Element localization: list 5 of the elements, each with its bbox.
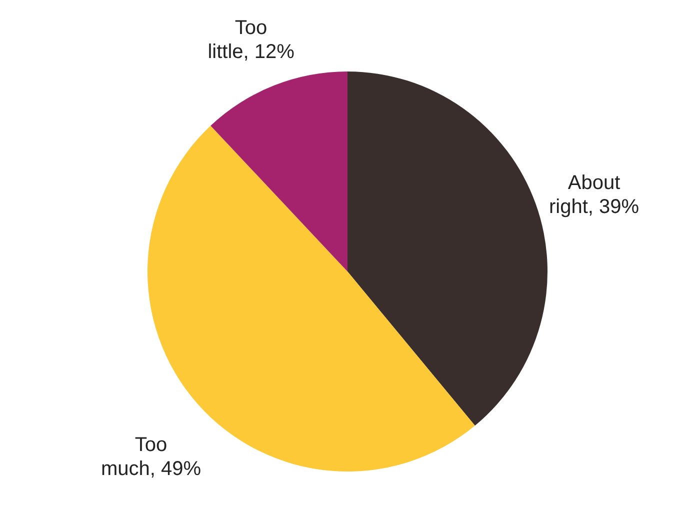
- slice-label: About right, 39%: [548, 172, 640, 218]
- slice-label: Too much, 49%: [100, 434, 202, 480]
- pie-slice: [348, 72, 548, 426]
- pie-slice: [210, 72, 348, 272]
- slice-label: Too little, 12%: [208, 16, 295, 63]
